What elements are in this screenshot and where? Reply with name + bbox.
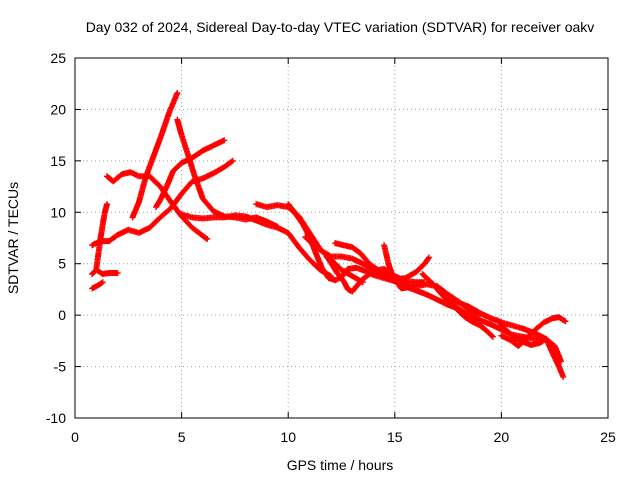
x-tick-label: 15	[387, 429, 403, 445]
axis-ticks: 0 5 10 15 20 25 -10 -5 0 5 10 15 20 25	[46, 50, 616, 445]
series-arc-19	[498, 314, 569, 349]
series-arc-16	[419, 271, 496, 340]
series-arc-6	[129, 90, 181, 221]
series-arc-11	[285, 201, 398, 285]
x-tick-label: 0	[71, 429, 79, 445]
y-tick-label: 25	[50, 50, 66, 66]
x-axis-label: GPS time / hours	[287, 457, 394, 473]
data-point-marks	[89, 279, 106, 292]
plot-frame	[74, 57, 609, 419]
series-arc-9	[178, 211, 334, 280]
x-tick-label: 5	[178, 429, 186, 445]
y-tick-label: -10	[46, 410, 66, 426]
data-point-marks	[498, 314, 569, 349]
y-axis-label: SDTVAR / TECUs	[5, 182, 21, 294]
series-arc-7	[153, 137, 228, 211]
data-points	[89, 90, 569, 380]
series-arc-4	[93, 201, 110, 272]
series-arc-14	[332, 240, 432, 283]
data-point-marks	[153, 137, 228, 211]
x-tick-label: 10	[280, 429, 296, 445]
y-tick-label: 0	[58, 307, 66, 323]
y-tick-label: 15	[50, 153, 66, 169]
data-point-marks	[285, 201, 398, 285]
x-tick-label: 20	[494, 429, 510, 445]
y-tick-label: 10	[50, 204, 66, 220]
y-tick-label: -5	[54, 359, 67, 375]
y-tick-label: 5	[58, 256, 66, 272]
data-point-marks	[178, 211, 334, 280]
x-tick-label: 25	[600, 429, 616, 445]
series-arc-1	[89, 279, 106, 292]
y-tick-label: 20	[50, 101, 66, 117]
data-point-marks	[419, 271, 496, 340]
data-point-marks	[332, 240, 432, 283]
chart-title: Day 032 of 2024, Sidereal Day-to-day VTE…	[86, 19, 595, 35]
data-point-marks	[93, 201, 110, 272]
data-point-marks	[129, 90, 181, 221]
